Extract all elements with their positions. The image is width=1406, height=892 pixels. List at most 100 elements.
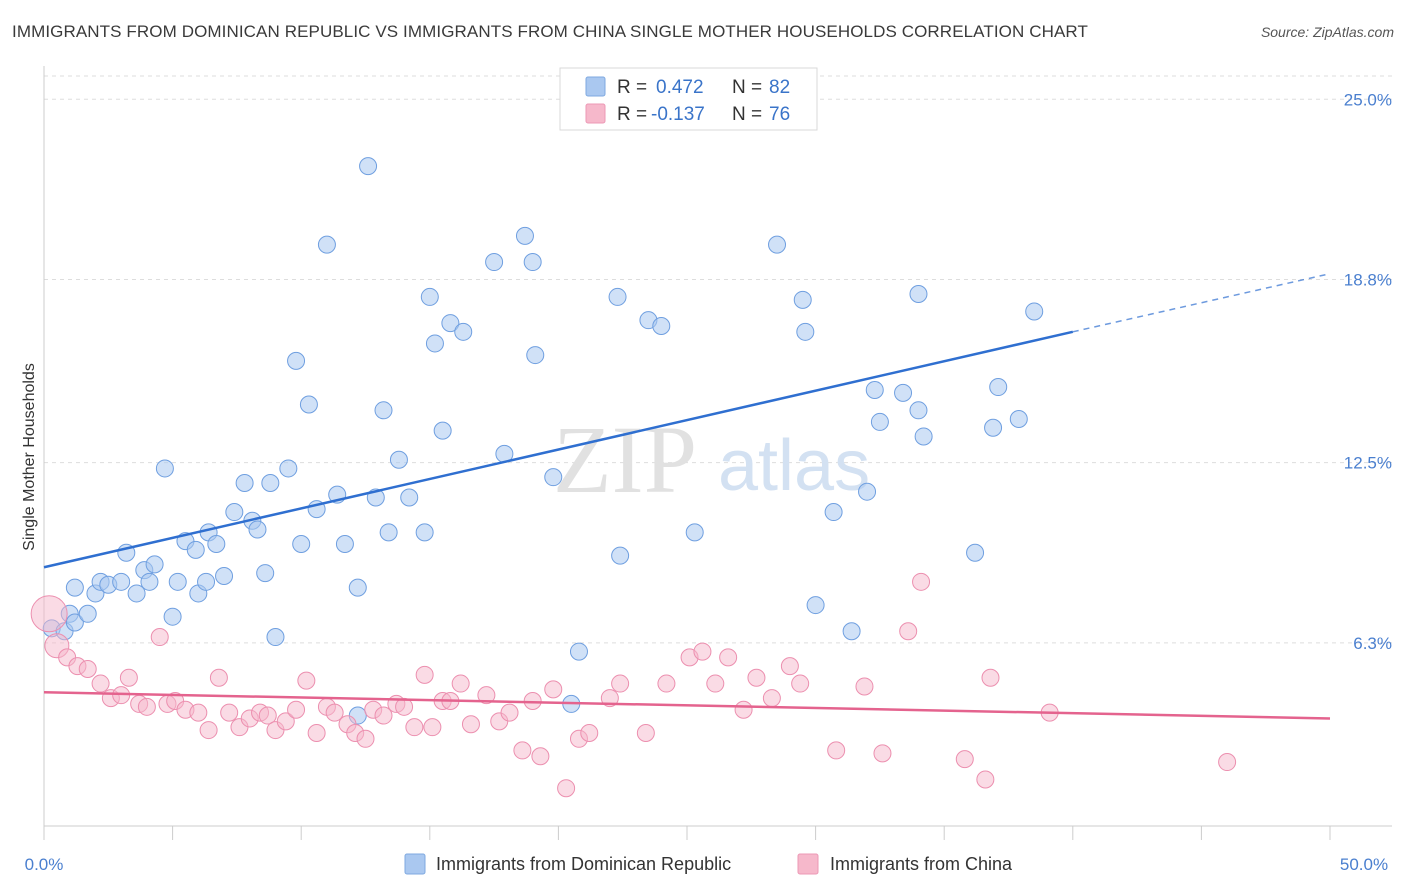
china-point — [899, 622, 918, 641]
china-point — [636, 723, 655, 742]
china-point — [955, 750, 974, 769]
dominican-point — [287, 351, 306, 370]
dominican-point — [1009, 410, 1028, 429]
dominican-point — [824, 503, 843, 522]
china-point — [405, 718, 424, 737]
china-point — [119, 668, 138, 687]
axes — [43, 66, 1392, 840]
dominican-point — [909, 401, 928, 420]
china-point — [827, 741, 846, 760]
china-point — [276, 712, 295, 731]
china-point — [150, 628, 169, 647]
dominican-point — [914, 427, 933, 446]
dominican-point — [78, 604, 97, 623]
china-point — [297, 671, 316, 690]
china-point — [461, 715, 480, 734]
dominican-point — [65, 613, 84, 632]
bottom-legend-label-china: Immigrants from China — [830, 854, 1013, 874]
china-point — [1218, 753, 1237, 772]
china-point — [791, 674, 810, 693]
dominican-point — [420, 287, 439, 306]
dominican-point — [989, 378, 1008, 397]
china-point — [873, 744, 892, 763]
dominican-point — [279, 459, 298, 478]
dominican-point — [389, 450, 408, 469]
dominican-point — [348, 578, 367, 597]
dominican-point — [865, 380, 884, 399]
dominican-point — [485, 253, 504, 272]
dominican-point — [374, 401, 393, 420]
legend-r-label-1: R = — [617, 77, 647, 98]
dominican-point — [966, 543, 985, 562]
dominican-point — [145, 555, 164, 574]
dominican-point — [112, 572, 131, 591]
dominican-point — [292, 535, 311, 554]
dominican-point — [207, 535, 226, 554]
dominican-point — [608, 287, 627, 306]
legend-r-value-2: -0.137 — [651, 104, 705, 125]
dominican-point — [335, 535, 354, 554]
x-tick-labels: 0.0% 50.0% — [25, 855, 1388, 874]
china-point — [287, 700, 306, 719]
china-point — [30, 595, 68, 633]
y-tick-label: 6.3% — [1353, 634, 1392, 653]
dominican-point — [870, 412, 889, 431]
dominican-point — [261, 473, 280, 492]
dominican-point — [215, 567, 234, 585]
dominican-point — [299, 395, 318, 414]
china-point — [374, 706, 393, 725]
y-tick-label: 25.0% — [1344, 90, 1392, 109]
dominican-point — [266, 628, 285, 647]
dominican-point — [163, 607, 182, 626]
china-point — [611, 674, 630, 693]
china-point — [356, 729, 375, 748]
series-dominican-points — [42, 157, 1044, 725]
china-point — [500, 703, 519, 722]
china-point — [307, 723, 326, 742]
dominican-point — [225, 503, 244, 522]
dominican-point — [858, 482, 877, 501]
chart-source: Source: ZipAtlas.com — [1260, 24, 1394, 40]
legend-swatch-pink — [585, 103, 606, 124]
china-point — [258, 706, 277, 725]
china-point — [762, 689, 781, 708]
legend-n-value-2: 76 — [769, 104, 790, 125]
dominican-point — [186, 540, 205, 559]
dominican-point — [652, 317, 671, 335]
china-point — [513, 741, 532, 760]
china-point — [423, 718, 442, 737]
bottom-legend-swatch-blue — [404, 853, 426, 875]
bottom-legend-label-dominican: Immigrants from Dominican Republic — [436, 854, 731, 874]
legend-swatch-blue — [585, 76, 606, 97]
dominican-trend-line — [43, 330, 1074, 569]
dominican-point — [806, 596, 825, 615]
china-point — [981, 668, 1000, 687]
china-point — [78, 660, 97, 679]
x-tick-label: 0.0% — [25, 855, 64, 874]
dominican-point — [317, 235, 336, 254]
china-point — [580, 723, 599, 742]
legend-box: R = 0.472 N = 82 R = -0.137 N = 76 — [559, 67, 818, 131]
series-china-points — [30, 572, 1237, 798]
china-point — [477, 686, 496, 705]
dominican-point — [796, 322, 815, 341]
dominican-point — [454, 322, 473, 341]
legend-r-value-1: 0.472 — [656, 77, 704, 98]
dominican-point — [248, 520, 267, 539]
dominican-point — [127, 584, 146, 603]
china-point — [451, 674, 470, 693]
dominican-point — [65, 578, 84, 597]
china-point — [600, 689, 619, 708]
dominican-point — [140, 572, 159, 591]
dominican-point — [569, 642, 588, 661]
dominican-point — [168, 572, 187, 591]
china-point — [209, 668, 228, 687]
china-point — [693, 642, 712, 661]
dominican-point — [544, 468, 563, 487]
dominican-point — [359, 157, 378, 176]
china-point — [719, 648, 738, 667]
dominican-point — [256, 564, 275, 583]
dominican-point — [523, 253, 542, 272]
dominican-point — [611, 546, 630, 565]
